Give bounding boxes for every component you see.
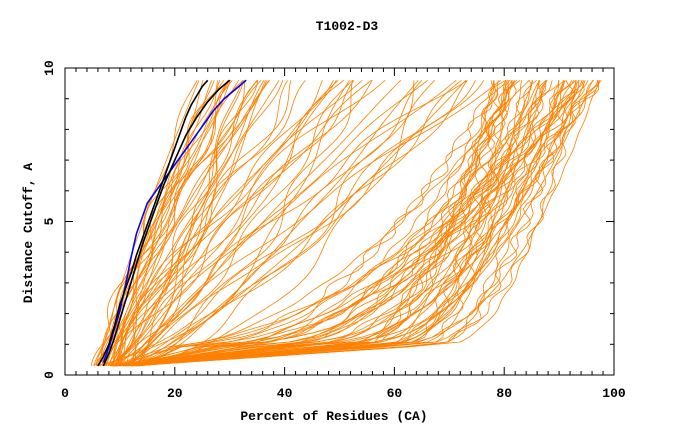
model-curve-99 [135,80,560,367]
model-curve-110 [112,79,537,367]
model-curve-111 [126,80,495,367]
model-curve-119 [113,80,585,367]
model-curve-48 [126,80,244,367]
model-curve-87 [131,80,539,367]
model-curve-42 [103,80,363,366]
model-curve-53 [97,79,345,367]
y-axis-label: Distance Cutoff, A [21,163,36,304]
series-line-highlight-black-1 [97,79,209,367]
model-curve-16 [98,80,213,366]
model-curve-27 [116,79,462,367]
highlight-curves [97,79,247,367]
model-curve-91 [138,79,507,367]
model-curve-21 [118,80,245,367]
model-curve-50 [124,80,323,367]
model-curve-26 [110,80,288,367]
model-curve-54 [136,80,243,366]
x-tick-label: 0 [61,386,69,401]
model-curve-109 [139,80,511,367]
axes: 0 20 40 60 80 100 0 5 10 [42,60,626,401]
model-curve-72 [131,80,548,367]
model-curve-108 [135,80,543,367]
model-curve-115 [118,80,580,367]
model-curve-114 [137,80,499,367]
model-curve-80 [110,80,599,367]
model-curve-102 [136,80,510,367]
model-curve-10 [101,80,271,366]
model-curve-51 [132,80,306,366]
x-tick-label: 80 [496,386,512,401]
model-curve-18 [108,80,258,367]
model-curve-59 [138,80,435,367]
y-tick-label: 10 [42,60,57,76]
model-curve-39 [116,80,229,366]
model-curve-94 [130,80,547,367]
x-axis-label: Percent of Residues (CA) [240,409,427,424]
model-curve-55 [97,80,485,367]
x-tick-label: 40 [277,386,293,401]
model-curve-56 [129,79,501,367]
model-curve-44 [114,80,292,367]
model-curve-60 [135,79,577,367]
model-curves [90,79,602,367]
model-curve-65 [124,80,548,367]
model-curve-98 [135,80,602,367]
model-curve-84 [127,80,566,367]
x-tick-label: 100 [602,386,626,401]
model-curve-47 [127,80,419,367]
model-curve-107 [123,80,495,367]
chart-title: T1002-D3 [316,19,379,34]
series-line-highlight-blue [102,79,247,363]
model-curve-105 [133,80,573,367]
x-tick-label: 20 [167,386,183,401]
series-line-highlight-black-2 [102,79,231,367]
model-curve-57 [134,80,468,367]
model-curve-117 [119,80,530,367]
model-curve-116 [114,80,565,367]
x-tick-label: 60 [387,386,403,401]
model-curve-49 [113,80,334,367]
model-curve-58 [124,80,402,367]
model-curve-64 [116,80,510,367]
model-curve-106 [119,80,577,367]
model-curve-95 [126,80,499,367]
model-curve-37 [120,79,457,367]
model-curve-46 [112,79,372,366]
model-curve-52 [126,80,339,366]
model-curve-9 [118,80,231,366]
model-curve-22 [105,80,221,366]
model-curve-69 [128,80,553,367]
model-curve-97 [119,80,547,367]
model-curve-38 [126,80,354,367]
model-curve-15 [99,80,200,366]
model-curve-32 [136,80,355,367]
y-tick-label: 5 [42,217,57,225]
model-curve-118 [127,80,585,367]
model-curve-71 [130,80,594,367]
model-curve-67 [125,80,565,367]
model-curve-34 [126,80,353,367]
model-curve-113 [119,80,599,367]
model-curve-45 [117,80,423,367]
model-curve-100 [112,80,560,367]
y-tick-label: 0 [42,371,57,379]
